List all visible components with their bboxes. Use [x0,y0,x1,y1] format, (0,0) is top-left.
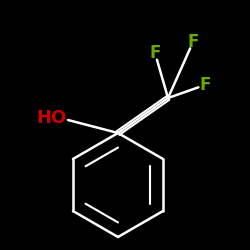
Text: HO: HO [37,109,67,127]
Text: F: F [187,33,199,51]
Text: F: F [149,44,161,62]
Text: F: F [199,76,211,94]
